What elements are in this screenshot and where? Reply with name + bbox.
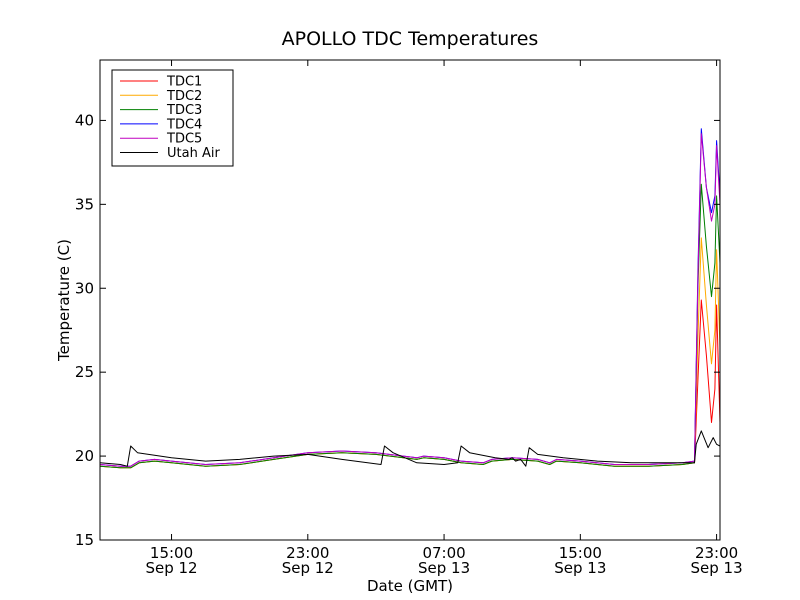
x-tick-label-time: 15:00	[150, 544, 193, 562]
y-tick-label: 20	[75, 447, 94, 465]
legend-label-tdc2: TDC2	[166, 89, 202, 104]
x-tick-label-time: 07:00	[422, 544, 465, 562]
series-line-tdc5	[100, 133, 720, 467]
legend-label-tdc3: TDC3	[166, 103, 202, 118]
chart-title: APOLLO TDC Temperatures	[282, 28, 539, 50]
y-tick-label: 30	[75, 279, 94, 297]
legend-label-tdc1: TDC1	[166, 75, 202, 90]
y-tick-label: 15	[75, 531, 94, 549]
series-line-tdc4	[100, 128, 720, 467]
x-tick-label-date: Sep 12	[145, 559, 197, 577]
y-tick-label: 35	[75, 195, 94, 213]
x-tick-label-date: Sep 12	[282, 559, 334, 577]
y-axis-label: Temperature (C)	[55, 239, 73, 362]
y-tick-label: 40	[75, 111, 94, 129]
plot-frame	[99, 59, 721, 541]
x-tick-label-date: Sep 13	[691, 559, 743, 577]
series-line-tdc3	[100, 183, 720, 469]
x-tick-label-time: 23:00	[286, 544, 329, 562]
x-tick-label-date: Sep 13	[418, 559, 470, 577]
series-line-tdc1	[100, 299, 720, 469]
legend-box	[111, 69, 234, 167]
y-axis: 15 20 25 30 35 40	[75, 111, 720, 549]
x-tick-label-time: 23:00	[695, 544, 738, 562]
x-tick-label-time: 15:00	[559, 544, 602, 562]
x-tick-label-date: Sep 13	[554, 559, 606, 577]
series-layer	[100, 128, 720, 469]
series-line-utah-air	[100, 430, 720, 467]
legend-label-utah-air: Utah Air	[167, 146, 220, 161]
y-tick-label: 25	[75, 363, 94, 381]
x-axis-label: Date (GMT)	[367, 577, 453, 595]
legend-label-tdc4: TDC4	[166, 117, 202, 132]
legend-label-tdc5: TDC5	[166, 132, 202, 147]
series-line-tdc2	[100, 237, 720, 469]
